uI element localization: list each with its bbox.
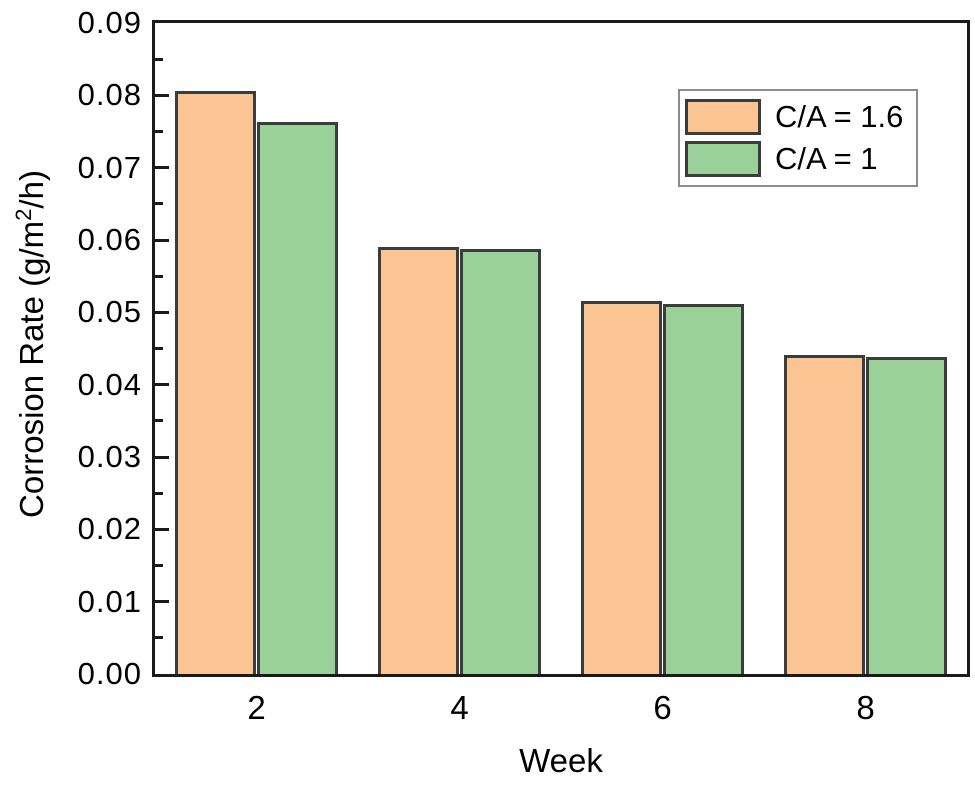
y-axis-title-superscript: 2 xyxy=(11,208,36,221)
y-axis-major-tick xyxy=(155,527,169,531)
legend-label: C/A = 1 xyxy=(775,141,878,176)
y-axis-major-tick xyxy=(155,166,169,170)
legend-entry: C/A = 1.6 xyxy=(685,96,908,138)
legend-label: C/A = 1.6 xyxy=(775,99,904,134)
y-axis-major-tick xyxy=(155,600,169,604)
y-tick-label-0.08: 0.08 xyxy=(77,77,142,113)
bar-week-2-c-a-1 xyxy=(256,122,338,674)
y-axis-major-tick xyxy=(155,93,169,97)
bar-week-6-c-a-1.6 xyxy=(581,301,663,674)
legend-swatch xyxy=(685,141,761,177)
y-tick-label-0.07: 0.07 xyxy=(77,149,142,185)
x-tick-label-6: 6 xyxy=(653,689,672,726)
x-tick-label-8: 8 xyxy=(856,689,875,726)
y-tick-label-0.05: 0.05 xyxy=(77,294,142,330)
y-tick-label-0.00: 0.00 xyxy=(77,656,142,691)
y-tick-label-0.06: 0.06 xyxy=(77,222,142,257)
y-axis-major-tick xyxy=(155,383,169,387)
y-axis-minor-tick xyxy=(155,347,163,350)
y-tick-label-0.02: 0.02 xyxy=(77,511,142,547)
bar-week-4-c-a-1 xyxy=(459,248,541,674)
y-axis-major-tick xyxy=(155,238,169,242)
y-axis-minor-tick xyxy=(155,419,163,423)
y-axis-minor-tick xyxy=(155,564,163,567)
y-axis-minor-tick xyxy=(155,57,163,61)
y-axis-minor-tick xyxy=(155,202,163,206)
y-axis-minor-tick xyxy=(155,636,163,640)
bar-week-8-c-a-1.6 xyxy=(784,355,866,674)
bar-week-2-c-a-1.6 xyxy=(175,91,257,674)
y-tick-label-0.09: 0.09 xyxy=(77,5,142,40)
bar-week-8-c-a-1 xyxy=(865,357,947,674)
y-axis-minor-tick xyxy=(155,130,163,133)
legend-swatch xyxy=(685,99,761,135)
y-axis-minor-tick xyxy=(155,274,163,278)
x-tick-label-2: 2 xyxy=(247,689,266,726)
y-axis-major-tick xyxy=(155,455,169,459)
y-axis-minor-tick xyxy=(155,491,163,495)
legend: C/A = 1.6 C/A = 1 xyxy=(678,89,918,187)
y-tick-label-0.01: 0.01 xyxy=(77,583,142,619)
bar-week-6-c-a-1 xyxy=(662,304,744,674)
y-tick-label-0.03: 0.03 xyxy=(77,439,142,474)
bar-week-4-c-a-1.6 xyxy=(378,246,460,674)
x-tick-label-4: 4 xyxy=(450,689,469,726)
y-axis-major-tick xyxy=(155,310,169,314)
x-axis-title: Week xyxy=(519,742,603,779)
legend-entry: C/A = 1 xyxy=(685,138,908,180)
y-tick-label-0.04: 0.04 xyxy=(77,366,142,402)
